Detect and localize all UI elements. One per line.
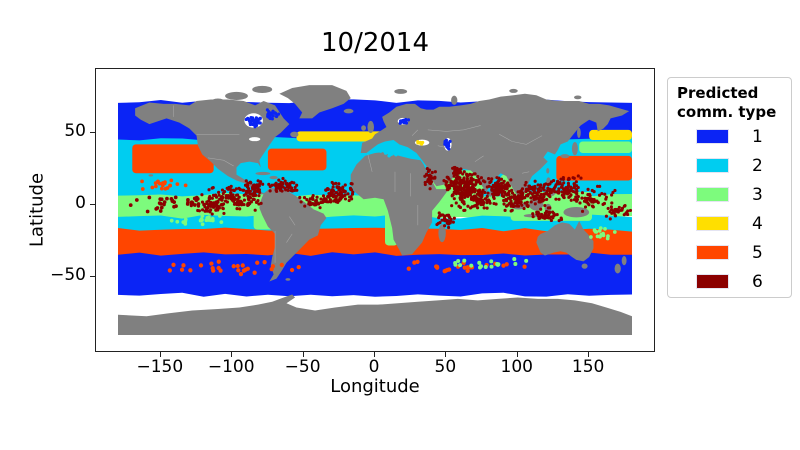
x-tick-label: −150	[136, 357, 184, 377]
y-tick-label: −50	[50, 265, 86, 286]
legend-title-line2: comm. type	[677, 102, 777, 121]
x-tick-mark	[516, 352, 518, 357]
legend-item: 6	[677, 268, 791, 296]
x-tick-label: 50	[434, 357, 457, 377]
legend-entry-label: 5	[752, 242, 763, 263]
legend-entry-label: 2	[752, 155, 763, 176]
x-tick-mark	[231, 352, 233, 357]
legend-entry-label: 6	[752, 271, 763, 292]
legend-title: Predicted comm. type	[677, 84, 791, 122]
x-tick-mark	[374, 352, 375, 357]
legend-swatch	[696, 245, 729, 260]
legend-swatch	[696, 129, 729, 144]
legend-entry-label: 3	[752, 184, 763, 205]
legend-swatch	[696, 187, 729, 202]
legend-entry-label: 4	[752, 213, 763, 234]
x-axis-label: Longitude	[330, 376, 420, 397]
legend-entry-label: 1	[752, 126, 763, 147]
x-tick-label: 150	[571, 357, 605, 377]
x-tick-label: −50	[284, 357, 321, 377]
x-tick-mark	[159, 352, 161, 357]
legend: Predicted comm. type 1 2 3 4 5 6	[667, 77, 792, 298]
legend-item: 1	[677, 123, 791, 151]
legend-item: 2	[677, 152, 791, 180]
legend-swatch	[696, 158, 729, 173]
legend-item: 4	[677, 210, 791, 238]
scatter-dots-layer	[128, 108, 632, 277]
x-tick-label: 0	[368, 357, 380, 377]
legend-title-line1: Predicted	[677, 84, 759, 102]
x-tick-mark	[302, 352, 304, 357]
y-tick-mark	[90, 276, 95, 278]
legend-swatch	[696, 216, 729, 231]
legend-item: 3	[677, 181, 791, 209]
y-tick-label: 0	[75, 193, 86, 213]
legend-swatch	[696, 274, 729, 289]
legend-items: 1 2 3 4 5 6	[677, 123, 791, 296]
y-tick-mark	[90, 131, 95, 133]
plot-title: 10/2014	[320, 28, 429, 58]
x-tick-mark	[445, 352, 447, 357]
y-tick-label: 50	[64, 120, 86, 141]
x-tick-mark	[588, 352, 590, 357]
x-tick-label: −100	[207, 357, 255, 377]
legend-item: 5	[677, 239, 791, 267]
x-tick-label: 100	[500, 357, 533, 377]
world-map-svg	[118, 85, 632, 335]
plot-area	[95, 68, 655, 352]
y-tick-mark	[90, 204, 95, 205]
